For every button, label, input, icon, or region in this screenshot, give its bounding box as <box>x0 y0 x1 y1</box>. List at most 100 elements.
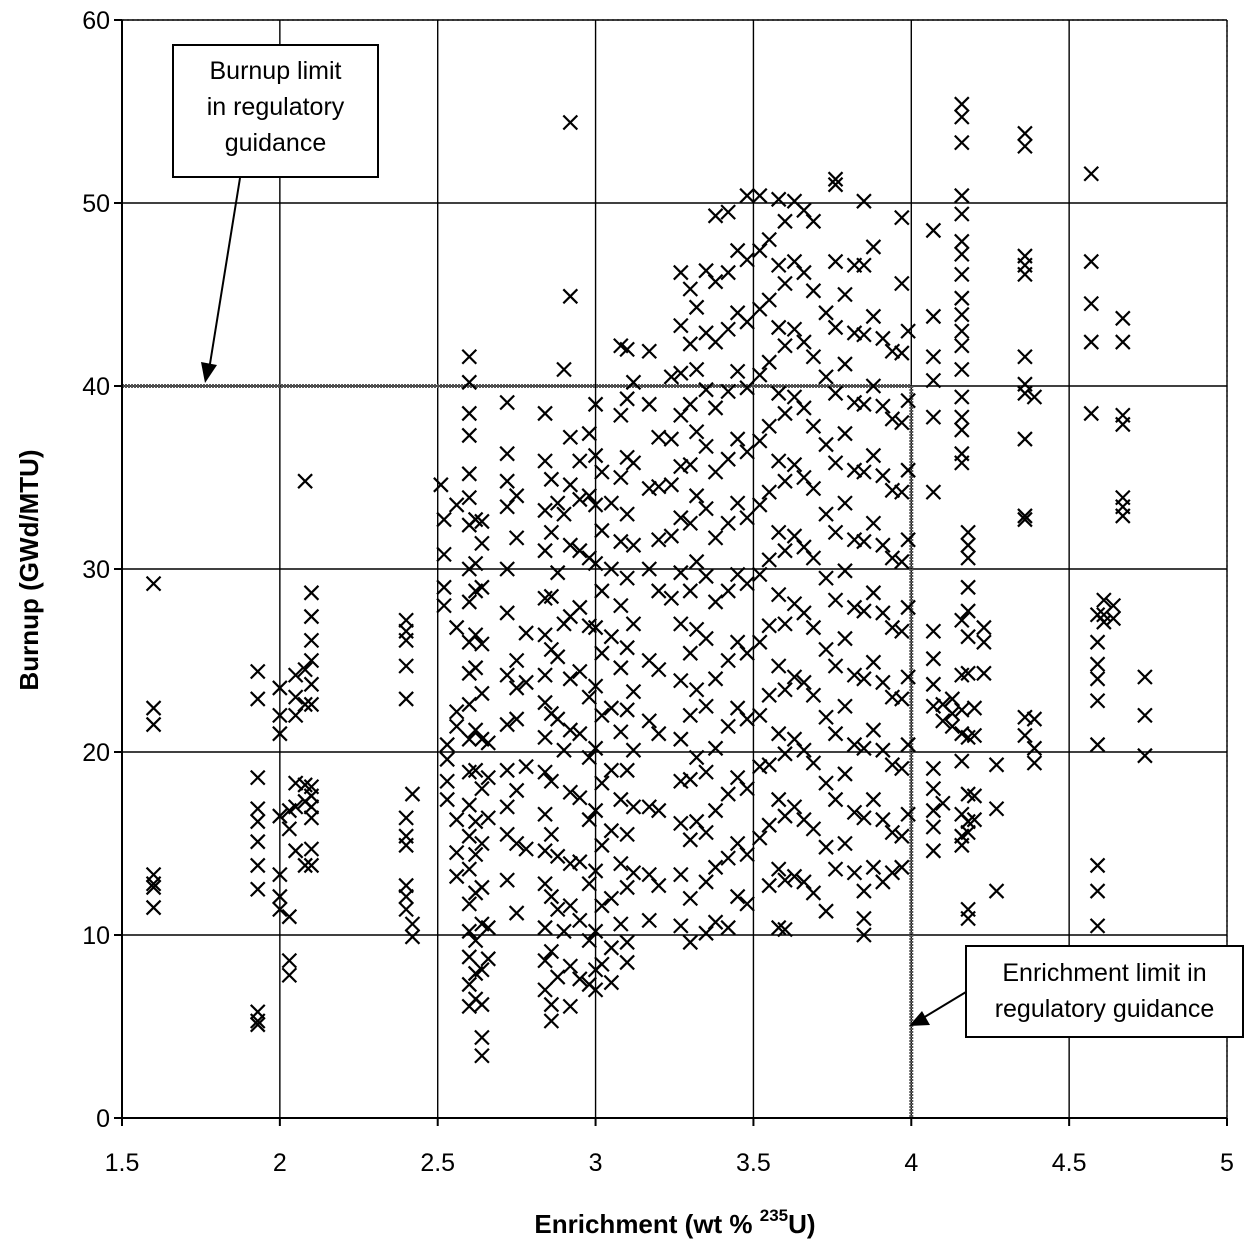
data-point <box>603 890 620 907</box>
data-point <box>619 570 635 586</box>
data-point <box>770 658 787 674</box>
data-point <box>603 940 620 956</box>
data-point <box>474 961 490 978</box>
data-point <box>827 176 844 193</box>
data-point <box>518 758 534 775</box>
data-point <box>673 317 689 334</box>
plot-frame <box>114 19 1228 1126</box>
data-point <box>467 932 484 949</box>
data-point <box>960 524 976 541</box>
data-point <box>954 246 970 263</box>
y-tick-label: 60 <box>82 7 110 35</box>
data-point <box>461 489 478 506</box>
data-point <box>1026 389 1043 405</box>
data-point <box>777 275 793 292</box>
data-point <box>761 617 777 634</box>
data-point <box>508 680 525 696</box>
x-tick-label: 2.5 <box>420 1149 455 1177</box>
data-point <box>954 187 970 204</box>
data-point <box>562 288 579 305</box>
data-point <box>805 418 822 435</box>
data-point <box>581 689 598 705</box>
data-point <box>805 213 822 230</box>
data-point <box>650 583 667 599</box>
data-point <box>562 958 579 974</box>
data-point <box>461 594 478 610</box>
data-point <box>673 815 689 832</box>
enrichment-callout-line: Enrichment limit in <box>1002 959 1207 987</box>
data-point <box>587 619 604 636</box>
data-point <box>925 623 942 639</box>
data-point <box>720 515 736 532</box>
data-point <box>461 976 478 993</box>
data-point <box>751 187 768 204</box>
data-point <box>954 389 970 405</box>
data-point <box>846 736 863 753</box>
data-point <box>448 718 465 735</box>
x-tick-labels: 1.5 2 2.5 3 3.5 4 4.5 5 <box>105 1149 1234 1177</box>
data-point <box>474 1029 490 1046</box>
data-point <box>720 264 736 281</box>
data-point <box>543 826 560 843</box>
data-point <box>720 383 736 400</box>
data-point <box>249 1013 266 1029</box>
data-point <box>954 612 970 629</box>
data-point <box>777 616 793 632</box>
data-point <box>729 363 746 380</box>
data-point <box>865 447 882 464</box>
data-point <box>287 799 304 815</box>
data-point <box>837 698 853 715</box>
data-point <box>856 810 872 826</box>
data-point <box>900 531 916 548</box>
data-point <box>562 477 579 493</box>
data-point <box>1083 405 1100 422</box>
data-point <box>467 555 484 572</box>
data-point <box>297 696 313 713</box>
data-point <box>865 515 882 532</box>
data-point <box>594 522 610 539</box>
data-point <box>663 369 680 385</box>
data-point <box>603 700 620 716</box>
data-point <box>508 530 525 546</box>
data-point <box>641 561 658 577</box>
data-point <box>398 658 414 674</box>
data-point <box>818 903 834 919</box>
data-point <box>562 855 579 872</box>
data-point <box>480 735 497 751</box>
data-point <box>739 645 755 661</box>
data-point <box>884 824 901 841</box>
data-point <box>625 683 642 700</box>
data-point <box>827 385 844 402</box>
data-point <box>944 705 961 722</box>
data-point <box>474 685 490 702</box>
data-point <box>287 775 304 791</box>
data-point <box>925 222 942 239</box>
data-point <box>436 597 452 614</box>
data-point <box>805 821 822 837</box>
data-point <box>303 676 320 693</box>
data-point <box>303 696 320 713</box>
data-point <box>894 553 910 570</box>
data-point <box>249 833 266 850</box>
data-point <box>682 771 699 788</box>
data-point <box>625 455 642 471</box>
data-point <box>1089 736 1106 753</box>
data-point <box>875 674 891 691</box>
data-point <box>698 500 714 517</box>
data-point <box>480 810 497 826</box>
data-point <box>562 671 579 687</box>
data-point <box>884 757 901 773</box>
data-point <box>720 451 736 467</box>
data-point <box>499 394 515 411</box>
data-point <box>846 462 863 478</box>
data-point <box>925 484 942 500</box>
data-point <box>770 453 787 469</box>
data-point <box>966 788 983 804</box>
y-tick-labels: 0 10 20 30 40 50 60 <box>82 7 110 1133</box>
data-point <box>837 495 853 511</box>
data-point <box>594 645 610 661</box>
data-point <box>543 773 560 790</box>
x-axis-title-superscript: 235 <box>760 1206 788 1225</box>
data-point <box>543 1013 560 1029</box>
data-point <box>556 506 572 522</box>
